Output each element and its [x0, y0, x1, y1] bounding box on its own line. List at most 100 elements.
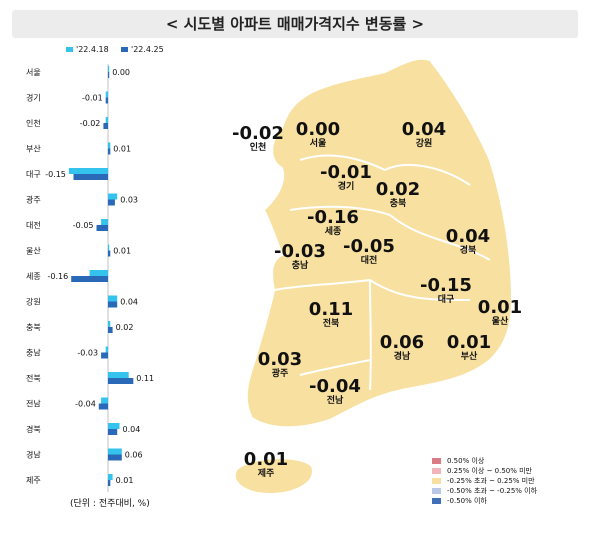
bar-series-2: [71, 276, 108, 282]
legend-item-series-2: '22.4.25: [121, 45, 164, 54]
category-label: 대전: [26, 220, 41, 230]
bar-series-2: [108, 72, 110, 78]
legend-swatch-series-2: [121, 47, 128, 52]
bar-series-2: [96, 225, 108, 231]
map-legend-item: 0.50% 이상: [432, 456, 537, 466]
map-region-4: 0.02 충북: [376, 180, 420, 210]
map-region-12: 0.06 경남: [380, 333, 424, 363]
chart-title: < 시도별 아파트 매매가격지수 변동률 >: [12, 10, 578, 38]
map-region-name: 경북: [459, 246, 477, 256]
bar-series-1: [108, 474, 113, 480]
map-legend-item: -0.50% 이하: [432, 496, 537, 506]
map-region-name: 제주: [257, 469, 275, 479]
map-region-2: 0.04 강원: [402, 120, 446, 150]
map-legend-swatch: [432, 478, 441, 484]
category-label: 경남: [26, 450, 41, 460]
map-region-5: -0.16 세종: [307, 208, 359, 238]
category-label: 경기: [26, 93, 41, 103]
data-label: 0.01: [113, 145, 131, 154]
map-region-3: -0.01 경기: [320, 163, 372, 193]
bar-series-1: [108, 423, 120, 429]
data-label: 0.11: [136, 374, 154, 383]
map-region-name: 대전: [360, 256, 378, 266]
category-label: 충북: [26, 323, 41, 332]
data-label: 0.06: [125, 451, 143, 460]
map-region-0: -0.02 인천: [232, 124, 284, 154]
bar-series-1: [101, 219, 108, 225]
data-label: -0.01: [82, 94, 103, 103]
bar-series-1: [89, 270, 108, 276]
bar-series-2: [108, 250, 111, 257]
bar-series-2: [108, 429, 118, 435]
bar-series-1: [105, 91, 108, 98]
bar-series-1: [108, 142, 111, 149]
map-region-value: 0.01: [446, 332, 492, 353]
map-legend-swatch: [432, 488, 441, 494]
map-region-15: -0.04 전남: [309, 377, 361, 407]
map-region-value: 0.01: [477, 297, 523, 318]
map-legend: 0.50% 이상 0.25% 이상 ~ 0.50% 미만 -0.25% 초과 ~…: [432, 456, 537, 506]
map-region-7: -0.05 대전: [343, 237, 395, 267]
map-legend-label: 0.25% 이상 ~ 0.50% 미만: [447, 467, 533, 475]
map-region-name: 충북: [389, 199, 407, 209]
bar-series-1: [108, 66, 110, 72]
map-region-name: 인천: [249, 143, 267, 153]
bar-series-2: [73, 174, 108, 180]
bar-series-1: [108, 372, 129, 378]
map-region-value: 0.04: [401, 119, 447, 140]
mainland-shape: [245, 57, 514, 429]
category-label: 전북: [26, 373, 41, 383]
map-region-value: -0.16: [307, 207, 359, 228]
bar-series-2: [108, 454, 122, 461]
map-region-name: 대구: [437, 295, 455, 305]
bar-series-1: [108, 448, 122, 455]
map-region-9: -0.15 대구: [420, 276, 472, 306]
data-label: 0.00: [112, 68, 130, 77]
data-label: 0.04: [123, 425, 141, 434]
legend-item-series-1: '22.4.18: [66, 45, 109, 54]
map-region-16: 0.01 제주: [244, 450, 288, 480]
data-label: 0.01: [116, 476, 134, 485]
map-legend-item: 0.25% 이상 ~ 0.50% 미만: [432, 466, 537, 476]
bar-series-2: [108, 301, 118, 308]
bar-series-1: [108, 321, 111, 327]
map-region-8: 0.04 경북: [446, 227, 490, 257]
data-label: -0.05: [73, 221, 94, 230]
category-label: 서울: [26, 68, 41, 77]
province-borders: [274, 154, 491, 391]
map-region-value: -0.02: [232, 123, 284, 144]
map-region-name: 경남: [393, 352, 411, 362]
unit-note: (단위 : 전주대비, %): [70, 499, 150, 509]
map-region-name: 서울: [309, 139, 327, 149]
bar-series-1: [68, 168, 108, 174]
map-region-6: -0.03 충남: [274, 242, 326, 272]
map-legend-swatch: [432, 458, 441, 464]
map-legend-label: 0.50% 이상: [447, 457, 485, 465]
bar-series-1: [108, 295, 118, 302]
map-legend-label: -0.25% 초과 ~ 0.25% 미만: [447, 477, 535, 485]
map-region-value: 0.03: [257, 349, 303, 370]
map-region-11: 0.11 전북: [309, 300, 353, 330]
bar-series-2: [108, 327, 113, 333]
map-legend-swatch: [432, 498, 441, 504]
bar-series-1: [108, 244, 110, 251]
map-region-value: 0.11: [308, 299, 354, 320]
data-label: 0.02: [116, 323, 134, 332]
map-region-value: -0.15: [420, 275, 472, 296]
data-label: -0.04: [75, 400, 96, 409]
map-legend-label: -0.50% 초과 ~ -0.25% 이하: [447, 487, 538, 495]
data-label: 0.03: [120, 196, 138, 205]
bar-series-1: [108, 193, 118, 200]
map-region-name: 세종: [324, 227, 342, 237]
map-region-value: 0.04: [445, 226, 491, 247]
category-label: 광주: [26, 195, 41, 205]
bar-series-2: [98, 403, 108, 410]
map-region-value: 0.02: [375, 179, 421, 200]
category-label: 인천: [26, 118, 41, 128]
map-region-10: 0.01 울산: [478, 298, 522, 328]
category-label: 경북: [26, 424, 41, 434]
bar-series-1: [105, 117, 108, 123]
map-region-name: 울산: [491, 317, 509, 327]
category-label: 전남: [26, 399, 41, 409]
